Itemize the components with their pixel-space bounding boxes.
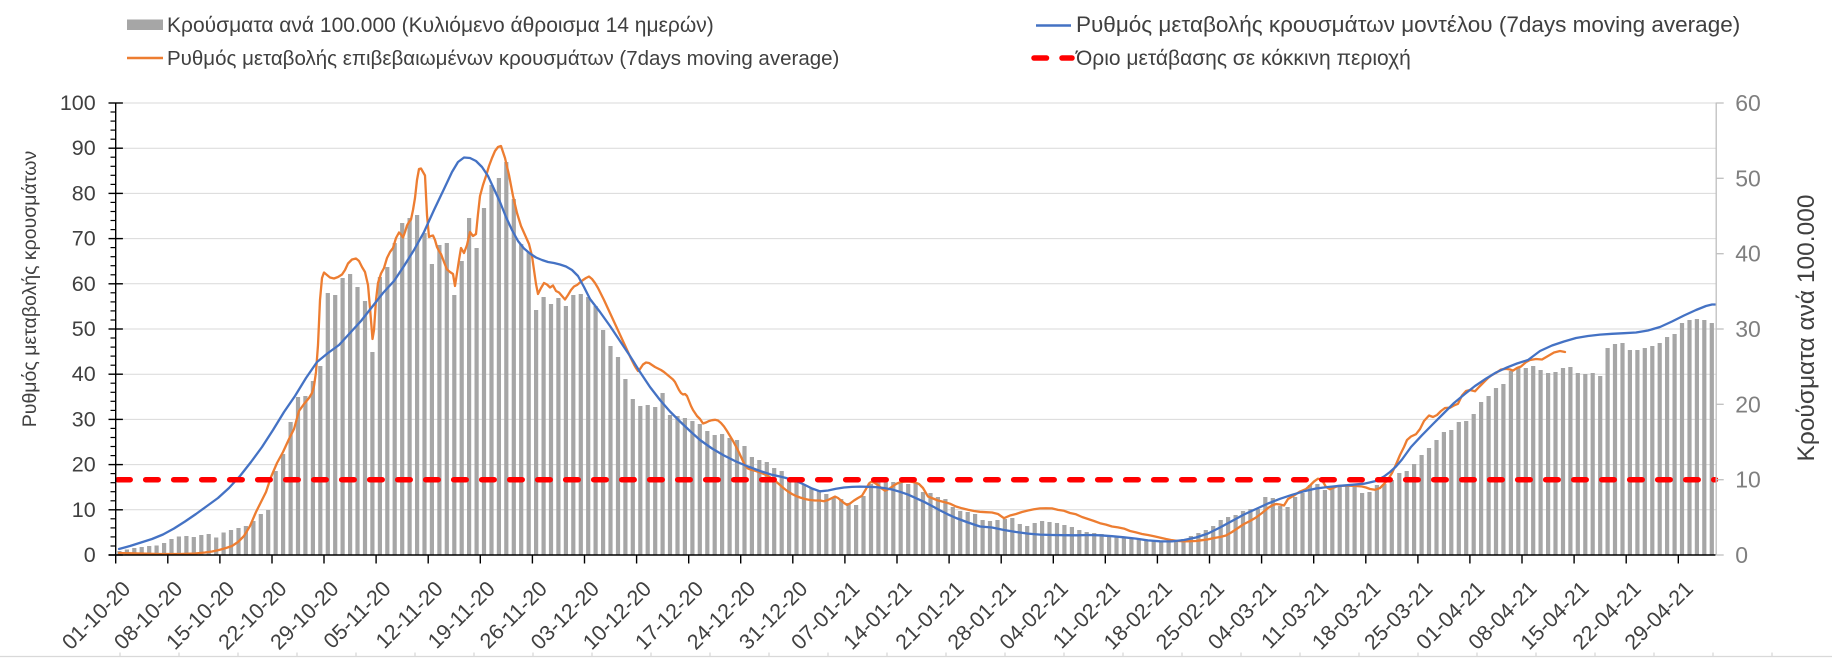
svg-text:0: 0 <box>1735 542 1748 568</box>
svg-text:40: 40 <box>72 362 96 386</box>
svg-text:90: 90 <box>72 136 96 160</box>
svg-text:10: 10 <box>72 498 96 522</box>
svg-text:Όριο μετάβασης σε κόκκινη περι: Όριο μετάβασης σε κόκκινη περιοχή <box>1075 47 1411 70</box>
svg-text:50: 50 <box>72 317 96 341</box>
svg-text:Ρυθμός μεταβολής επιβεβαιωμένω: Ρυθμός μεταβολής επιβεβαιωμένων κρουσμάτ… <box>167 47 839 70</box>
svg-text:0: 0 <box>84 543 96 567</box>
svg-text:20: 20 <box>1735 391 1761 417</box>
svg-text:80: 80 <box>72 181 96 205</box>
svg-text:30: 30 <box>1735 316 1761 342</box>
svg-text:30: 30 <box>72 407 96 431</box>
svg-text:40: 40 <box>1735 241 1761 267</box>
svg-text:10: 10 <box>1735 467 1761 493</box>
svg-text:Ρυθμός μεταβολής κρουσμάτων μο: Ρυθμός μεταβολής κρουσμάτων μοντέλου (7d… <box>1076 12 1740 37</box>
svg-text:Κρούσματα ανά 100.000 (Κυλιόμε: Κρούσματα ανά 100.000 (Κυλιόμενο άθροισμ… <box>167 14 714 37</box>
svg-text:20: 20 <box>72 453 96 477</box>
svg-text:50: 50 <box>1735 165 1761 191</box>
svg-text:Κρούσματα ανά 100.000: Κρούσματα ανά 100.000 <box>1793 195 1820 462</box>
svg-text:60: 60 <box>1735 90 1761 116</box>
svg-text:60: 60 <box>72 272 96 296</box>
svg-text:70: 70 <box>72 227 96 251</box>
svg-text:100: 100 <box>60 91 96 115</box>
svg-text:Ρυθμός μεταβολής κρουσμάτων: Ρυθμός μεταβολής κρουσμάτων <box>19 151 41 427</box>
